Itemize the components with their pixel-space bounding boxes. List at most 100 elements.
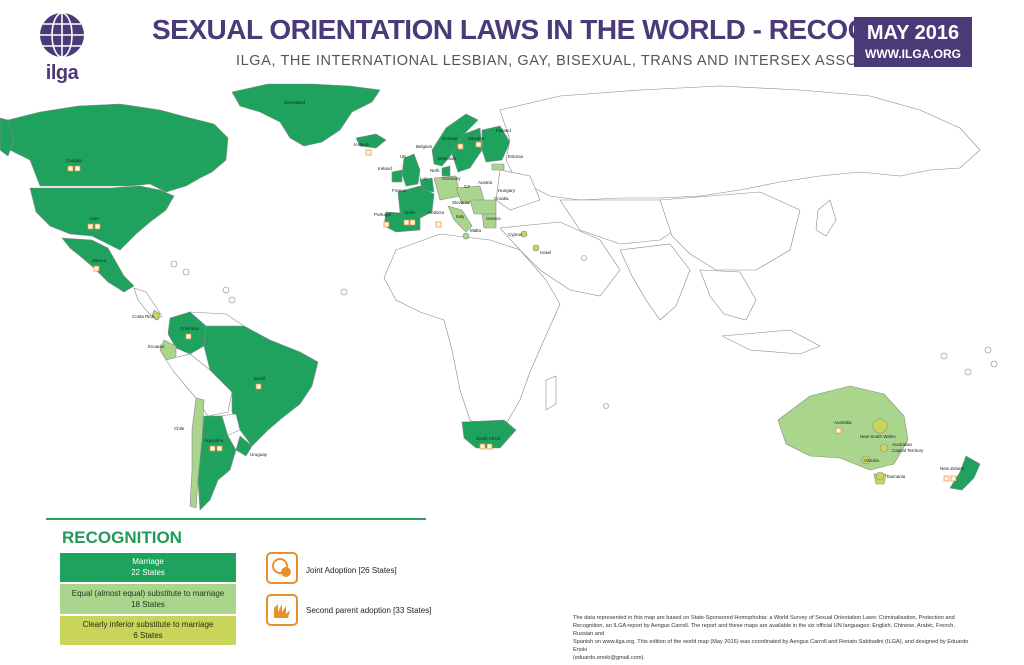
label-greenland: Greenland	[284, 100, 306, 105]
footnote-line-1: The data represented in this map are bas…	[573, 615, 955, 621]
region-greece	[481, 213, 497, 229]
legend-marriage-count: 22 States	[131, 568, 165, 577]
footnote-line-3: Spanish on www.ilga.org. This edition of…	[573, 639, 969, 653]
adoption-marker	[365, 149, 372, 156]
legend-equal-substitute: Equal (almost equal) substitute to marri…	[60, 584, 236, 614]
globe-icon	[40, 12, 84, 58]
logo-text: ilga	[45, 62, 79, 84]
label-iceland: Iceland	[354, 142, 369, 147]
region-costa-rica	[151, 309, 161, 321]
label-cz: CZ	[464, 184, 470, 189]
region-greenland	[231, 83, 381, 147]
label-portugal: Portugal	[374, 212, 391, 217]
marker-tasmania	[875, 471, 885, 481]
region-uruguay	[235, 435, 253, 457]
second-parent-adoption-label: Second parent adoption [33 States]	[306, 606, 432, 615]
marker-island	[603, 403, 609, 409]
label-colombia: Colombia	[180, 326, 200, 331]
label-brazil: Brazil	[254, 376, 265, 381]
adoption-marker	[409, 219, 416, 226]
region-china	[659, 191, 801, 271]
region-argentina	[197, 415, 237, 511]
marker-island	[228, 296, 236, 304]
adoption-marker	[209, 445, 216, 452]
region-russia	[499, 85, 981, 201]
region-france	[397, 185, 435, 221]
legend-marriage-label: Marriage	[132, 557, 164, 566]
marker-island	[581, 255, 587, 261]
adoption-marker	[74, 165, 81, 172]
footnote-line-2: Recognition, an ILGA report by Aengus Ca…	[573, 623, 955, 637]
label-uruguay: Uruguay	[250, 452, 268, 457]
adoption-marker	[93, 265, 100, 272]
label-mexico: Mexico	[92, 258, 107, 263]
label-belgium: Belgium	[416, 144, 433, 149]
label-israel: Israel	[540, 250, 551, 255]
label-act-2: Capital Territory	[892, 448, 924, 453]
joint-adoption-icon	[266, 552, 298, 584]
label-italy: Italy	[456, 214, 465, 219]
label-chile: Chile	[174, 426, 185, 431]
region-south-africa	[461, 419, 517, 449]
footnote: The data represented in this map are bas…	[573, 614, 973, 662]
adoption-marker	[835, 427, 842, 434]
legend-inferior-substitute: Clearly inferior substitute to marriage …	[60, 616, 236, 645]
adoption-marker	[216, 445, 223, 452]
label-france: France	[392, 188, 407, 193]
label-act: Australian	[892, 442, 913, 447]
footnote-line-4: (eduardo.enoki@gmail.com).	[573, 655, 645, 661]
marker-island	[990, 360, 998, 368]
label-estonia: Estonia	[508, 154, 524, 159]
page-subtitle: ILGA, THE INTERNATIONAL LESBIAN, GAY, BI…	[236, 53, 920, 69]
label-argentina: Argentina	[204, 438, 224, 443]
label-uk: UK	[400, 154, 406, 159]
label-austria: Austria	[478, 180, 493, 185]
legend-inferior-label: Clearly inferior substitute to marriage	[82, 620, 214, 629]
region-italy	[447, 205, 473, 233]
label-new-zealand: New Zeland	[940, 466, 965, 471]
marker-israel	[532, 244, 540, 252]
region-finland	[481, 125, 511, 163]
region-estonia	[491, 163, 505, 171]
region-indonesia	[720, 329, 821, 355]
marker-cyprus	[520, 230, 528, 238]
label-costa-rica: Costa Rica	[132, 314, 155, 319]
date-box: MAY 2016 WWW.ILGA.ORG	[854, 17, 972, 67]
page-title: SEXUAL ORIENTATION LAWS IN THE WORLD - R…	[152, 14, 961, 45]
region-usa	[29, 185, 175, 251]
adoption-marker	[94, 223, 101, 230]
marker-victoria	[861, 455, 871, 465]
adoption-marker	[943, 475, 950, 482]
adoption-marker	[403, 219, 410, 226]
region-chile	[189, 397, 205, 509]
region-peru-bolivia	[165, 353, 233, 417]
label-ireland: Ireland	[378, 166, 392, 171]
label-nsw: New South Wales	[860, 434, 896, 439]
region-se-asia	[699, 269, 757, 321]
date-label: MAY 2016	[866, 22, 960, 44]
marker-island	[170, 260, 178, 268]
label-malta: Malta	[470, 228, 482, 233]
adoption-marker	[383, 221, 390, 228]
ilga-logo: ilga	[34, 10, 90, 90]
adoption-marker	[950, 475, 957, 482]
label-spain: Spain	[404, 210, 416, 215]
website-link[interactable]: WWW.ILGA.ORG	[865, 47, 961, 61]
label-denmark: Denmark	[438, 156, 457, 161]
label-victoria: Victoria	[864, 458, 879, 463]
adoption-marker	[479, 443, 486, 450]
label-usa: USA	[90, 216, 99, 221]
adoption-marker	[486, 443, 493, 450]
label-hungary: Hungary	[498, 188, 516, 193]
region-alaska	[0, 117, 15, 157]
adoption-marker	[67, 165, 74, 172]
second-parent-adoption-icon	[266, 594, 298, 626]
region-australia	[777, 385, 909, 471]
adoption-marker	[475, 141, 482, 148]
marker-island	[964, 368, 972, 376]
marker-nsw	[872, 418, 888, 434]
region-india	[619, 243, 691, 321]
legend-divider	[46, 518, 426, 520]
joint-adoption-label: Joint Adoption [26 States]	[306, 566, 397, 575]
adoption-marker	[457, 143, 464, 150]
